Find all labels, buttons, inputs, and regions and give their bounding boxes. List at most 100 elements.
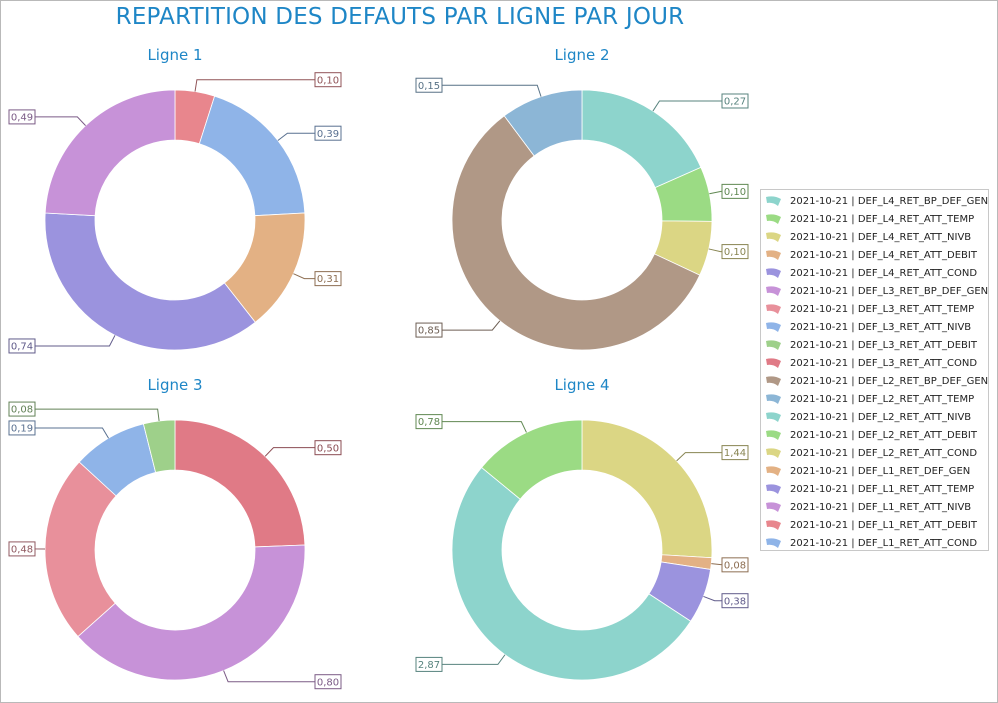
data-label-box [415,77,443,93]
leader-line [676,452,722,462]
data-label: 0,38 [724,596,746,607]
legend-item[interactable]: 2021-10-21 | DEF_L4_RET_ATT_COND [761,264,988,282]
legend-item[interactable]: 2021-10-21 | DEF_L2_RET_ATT_NIVB [761,408,988,426]
donut-slice[interactable] [480,419,583,500]
legend-item[interactable]: 2021-10-21 | DEF_L3_RET_ATT_NIVB [761,318,988,336]
legend-swatch-icon [766,430,781,440]
legend-label: 2021-10-21 | DEF_L3_RET_ATT_DEBIT [790,339,977,351]
legend-swatch-icon [766,322,781,332]
leader-line [442,421,527,433]
leader-line [194,79,315,92]
donut-slice[interactable] [44,89,176,217]
legend-swatch-icon [766,340,781,350]
donut-charts: Ligne 1 0,10 0,39 0,31 0,74 0,49 Ligne 2 0,27 0,… [8,46,749,690]
donut-slice[interactable] [142,419,176,473]
legend-label: 2021-10-21 | DEF_L3_RET_ATT_NIVB [790,321,972,333]
data-label-box [415,414,443,430]
leader-line [711,563,724,566]
legend-item[interactable]: 2021-10-21 | DEF_L4_RET_ATT_TEMP [761,210,988,228]
donut-slice[interactable] [581,419,713,559]
data-label-box [721,93,749,109]
data-label: 0,85 [418,326,440,337]
donut-chart-1: Ligne 1 0,10 0,39 0,31 0,74 0,49 [8,46,342,354]
chart-title: Ligne 1 [147,46,202,64]
page-title: REPARTITION DES DEFAUTS PAR LIGNE PAR JO… [115,4,685,30]
legend-swatch-icon [766,466,781,476]
legend-item[interactable]: 2021-10-21 | DEF_L4_RET_ATT_NIVB [761,228,988,246]
legend-swatch-icon [766,196,781,206]
data-label-box [8,541,36,557]
legend-item[interactable]: 2021-10-21 | DEF_L3_RET_ATT_COND [761,354,988,372]
data-label: 0,08 [724,560,746,571]
leader-line [35,116,86,126]
donut-slice[interactable] [44,212,256,351]
data-label-box [721,593,749,609]
data-label: 0,50 [317,443,339,454]
legend: 2021-10-21 | DEF_L4_RET_BP_DEF_GEN 2021-1… [760,189,989,551]
donut-chart-4: Ligne 4 1,44 0,08 0,38 2,87 0,78 [415,376,749,681]
data-label: 0,19 [11,424,33,435]
donut-slice[interactable] [581,89,702,189]
legend-item[interactable]: 2021-10-21 | DEF_L1_RET_ATT_TEMP [761,480,988,498]
data-label: 2,87 [418,660,440,671]
legend-label: 2021-10-21 | DEF_L1_RET_ATT_NIVB [790,501,972,513]
legend-item[interactable]: 2021-10-21 | DEF_L2_RET_ATT_TEMP [761,390,988,408]
legend-item[interactable]: 2021-10-21 | DEF_L3_RET_ATT_TEMP [761,300,988,318]
donut-slice[interactable] [503,89,583,157]
data-label: 0,78 [418,417,440,428]
data-label-box [314,125,342,141]
legend-item[interactable]: 2021-10-21 | DEF_L3_RET_ATT_DEBIT [761,336,988,354]
leader-line [277,132,315,141]
leader-line [442,654,506,665]
leader-line [442,84,542,97]
legend-item[interactable]: 2021-10-21 | DEF_L1_RET_ATT_COND [761,534,988,552]
data-label: 1,44 [724,448,746,459]
leader-line [708,248,722,253]
legend-label: 2021-10-21 | DEF_L2_RET_ATT_COND [790,447,978,459]
legend-item[interactable]: 2021-10-21 | DEF_L3_RET_BP_DEF_GEN [761,282,988,300]
chart-title: Ligne 2 [554,46,609,64]
data-label-box [8,401,36,417]
legend-item[interactable]: 2021-10-21 | DEF_L4_RET_ATT_DEBIT [761,246,988,264]
chart-title: Ligne 3 [147,376,202,394]
legend-item[interactable]: 2021-10-21 | DEF_L1_RET_ATT_NIVB [761,498,988,516]
legend-item[interactable]: 2021-10-21 | DEF_L2_RET_ATT_COND [761,444,988,462]
legend-label: 2021-10-21 | DEF_L2_RET_BP_DEF_GEN [790,375,989,387]
legend-item[interactable]: 2021-10-21 | DEF_L4_RET_BP_DEF_GEN [761,192,988,210]
legend-swatch-icon [766,376,781,386]
legend-swatch-icon [766,232,781,242]
data-label: 0,10 [724,247,746,258]
legend-swatch-icon [766,214,781,224]
legend-item[interactable]: 2021-10-21 | DEF_L1_RET_ATT_DEBIT [761,516,988,534]
donut-slice[interactable] [198,95,306,217]
legend-swatch-icon [766,502,781,512]
leader-line [35,335,116,347]
legend-item[interactable]: 2021-10-21 | DEF_L1_RET_DEF_GEN [761,462,988,480]
legend-swatch-icon [766,412,781,422]
data-label-box [8,109,36,125]
donut-slice[interactable] [174,419,306,548]
data-label-box [8,420,36,436]
leader-line [223,670,315,683]
legend-swatch-icon [766,484,781,494]
legend-swatch-icon [766,394,781,404]
data-label: 0,10 [724,187,746,198]
data-label: 0,39 [317,129,339,140]
leader-line [442,320,501,331]
legend-label: 2021-10-21 | DEF_L3_RET_ATT_COND [790,357,978,369]
legend-swatch-icon [766,538,781,548]
legend-swatch-icon [766,520,781,530]
donut-slice[interactable] [451,115,701,351]
legend-item[interactable]: 2021-10-21 | DEF_L2_RET_BP_DEF_GEN [761,372,988,390]
donut-slice[interactable] [77,544,306,681]
donut-slice[interactable] [451,466,692,681]
legend-label: 2021-10-21 | DEF_L4_RET_ATT_DEBIT [790,249,977,261]
data-label: 0,74 [11,342,33,353]
chart-title: Ligne 4 [554,376,609,394]
leader-line [35,427,109,439]
data-label-box [314,674,342,690]
donut-slice[interactable] [44,461,117,638]
legend-item[interactable]: 2021-10-21 | DEF_L2_RET_ATT_DEBIT [761,426,988,444]
data-label: 0,08 [11,405,33,416]
data-label: 0,27 [724,97,746,108]
